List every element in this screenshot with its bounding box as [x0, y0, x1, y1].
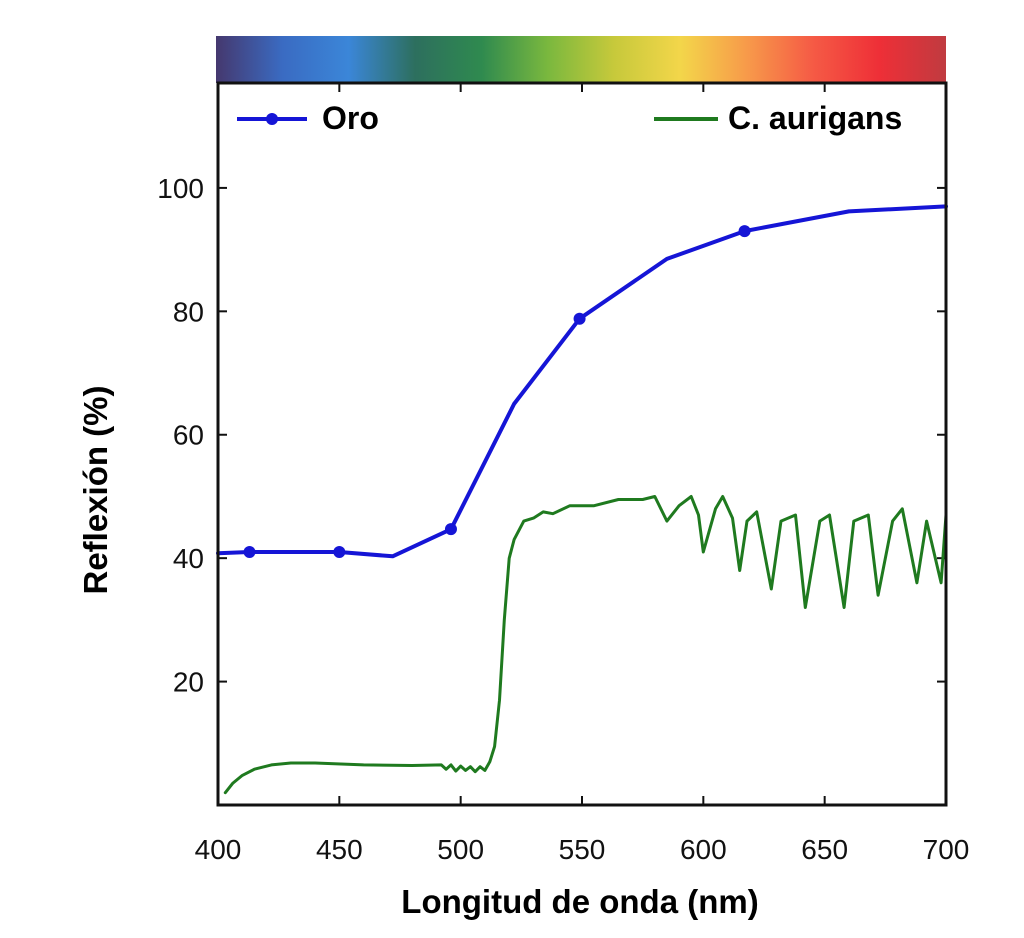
data-point-oro-3 [573, 312, 586, 325]
plot-frame [216, 81, 948, 807]
spectrum-bar [216, 36, 946, 83]
data-point-oro-4 [738, 225, 751, 238]
legend-oro-marker [266, 113, 278, 125]
ticks-layer: 400 450 500 550 600 650 700 20 40 60 80 100 [157, 83, 969, 865]
data-point-oro-1 [333, 545, 346, 558]
y-tick-label-60: 60 [173, 420, 204, 451]
x-axis-title: Longitud de onda (nm) [401, 883, 758, 920]
y-tick-label-40: 40 [173, 543, 204, 574]
y-tick-label-80: 80 [173, 296, 204, 327]
y-axis-title: Reflexión (%) [77, 385, 114, 594]
data-point-oro-0 [243, 545, 256, 558]
y-tick-label-100: 100 [157, 173, 204, 204]
series-line-oro [216, 204, 948, 559]
legend-label-oro: Oro [322, 100, 379, 136]
legend-label-c-aurigans: C. aurigans [728, 100, 902, 136]
x-tick-label-700: 700 [923, 834, 970, 865]
x-tick-label-650: 650 [801, 834, 848, 865]
y-tick-label-20: 20 [173, 667, 204, 698]
x-tick-label-550: 550 [559, 834, 606, 865]
legend: Oro C. aurigans [237, 100, 902, 136]
x-tick-label-600: 600 [680, 834, 727, 865]
series-layer [216, 204, 948, 795]
x-tick-label-500: 500 [437, 834, 484, 865]
data-point-oro-2 [444, 523, 457, 536]
x-tick-label-400: 400 [195, 834, 242, 865]
x-tick-label-450: 450 [316, 834, 363, 865]
series-line-c-aurigans [223, 495, 948, 795]
